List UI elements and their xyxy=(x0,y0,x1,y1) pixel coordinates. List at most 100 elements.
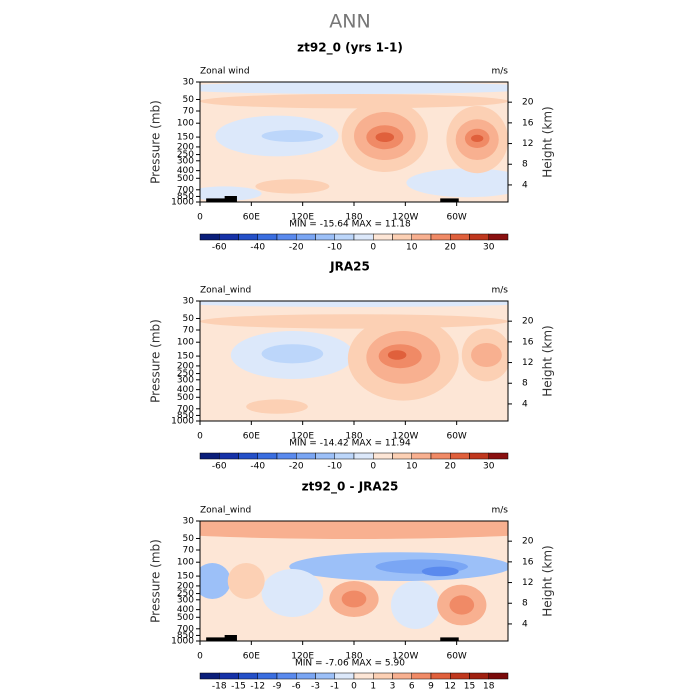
x-tick-label: 60E xyxy=(243,432,260,442)
colorbar-box xyxy=(315,672,335,680)
colorbar-label: -6 xyxy=(292,682,301,692)
y-tick-label: 70 xyxy=(183,325,195,335)
contour-region xyxy=(246,399,308,414)
colorbar-label: -3 xyxy=(311,682,320,692)
contour-region xyxy=(255,179,330,194)
colorbar-label: -15 xyxy=(231,682,246,692)
colorbar-box xyxy=(373,233,393,241)
colorbar-box xyxy=(276,233,297,241)
y-tick-label: 250 xyxy=(177,589,194,599)
colorbar-box xyxy=(199,233,220,241)
y-tick-label: 400 xyxy=(177,166,194,176)
colorbar-box xyxy=(296,452,316,460)
contour-region xyxy=(449,595,475,615)
x-tick-label: 120E xyxy=(291,432,314,442)
y-tick-label: 200 xyxy=(177,581,194,591)
y-axis-title: Pressure (mb) xyxy=(149,100,163,184)
y-tick-label: 500 xyxy=(177,393,194,403)
y2-tick-label: 12 xyxy=(522,139,533,149)
field-label: Zonal wind xyxy=(200,67,250,77)
contour-region xyxy=(200,301,508,307)
y-tick-label: 30 xyxy=(183,517,195,527)
panel-title: zt92_0 - JRA25 xyxy=(302,480,399,495)
x-tick-label: 60W xyxy=(446,432,466,442)
contour-field xyxy=(200,521,508,641)
colorbar-label: -20 xyxy=(289,462,304,472)
y-tick-label: 50 xyxy=(183,314,195,324)
y2-tick-label: 8 xyxy=(522,599,528,609)
colorbar-box xyxy=(257,672,278,680)
colorbar-box xyxy=(199,452,220,460)
field-label: Zonal_wind xyxy=(200,506,251,516)
contour-region xyxy=(375,132,395,142)
colorbar-label: 12 xyxy=(445,682,456,692)
y-tick-label: 300 xyxy=(177,595,194,605)
colorbar-label: 18 xyxy=(483,682,495,692)
y-tick-label: 100 xyxy=(177,119,194,129)
x-tick-label: 60E xyxy=(243,213,260,223)
contour-region xyxy=(200,186,262,201)
colorbar-box xyxy=(373,672,393,680)
x-tick-label: 180 xyxy=(345,432,362,442)
colorbar-box xyxy=(219,452,239,460)
y-tick-label: 150 xyxy=(177,133,194,143)
contour-region xyxy=(387,350,407,360)
contour-region xyxy=(200,521,508,539)
colorbar-label: -10 xyxy=(327,462,342,472)
colorbar-label: 0 xyxy=(370,243,376,253)
topography xyxy=(440,637,459,641)
contour-region xyxy=(261,130,324,142)
y-tick-label: 700 xyxy=(177,404,194,414)
colorbar-box xyxy=(257,233,278,241)
colorbar-box xyxy=(450,672,470,680)
colorbar-label: 15 xyxy=(464,682,475,692)
colorbar-box xyxy=(353,452,374,460)
colorbar-box xyxy=(334,672,355,680)
contour-region xyxy=(406,168,508,198)
x-tick-label: 120W xyxy=(392,652,418,662)
colorbar-label: 6 xyxy=(409,682,415,692)
y-tick-label: 300 xyxy=(177,156,194,166)
y2-tick-label: 8 xyxy=(522,160,528,170)
contour-region xyxy=(261,344,324,364)
colorbar-label: 0 xyxy=(370,462,376,472)
colorbar-box xyxy=(315,452,335,460)
colorbar-box xyxy=(450,452,470,460)
colorbar-label: 20 xyxy=(445,462,457,472)
y-tick-label: 850 xyxy=(177,411,194,421)
y2-axis-title: Height (km) xyxy=(541,545,555,616)
colorbar-box xyxy=(430,672,451,680)
y-tick-label: 1000 xyxy=(171,417,194,427)
panel-title: JRA25 xyxy=(329,260,370,274)
y2-tick-label: 20 xyxy=(522,98,534,108)
colorbar-label: -60 xyxy=(212,462,227,472)
y-tick-label: 250 xyxy=(177,150,194,160)
y-tick-label: 300 xyxy=(177,375,194,385)
colorbar-box xyxy=(276,672,297,680)
colorbar-box xyxy=(411,452,432,460)
y-tick-label: 30 xyxy=(183,297,195,307)
topography xyxy=(440,198,459,202)
contour-field xyxy=(200,301,508,421)
y-tick-label: 150 xyxy=(177,572,194,582)
x-tick-label: 0 xyxy=(197,652,203,662)
y2-tick-label: 12 xyxy=(522,358,533,368)
colorbar-label: 0 xyxy=(351,682,357,692)
colorbar-box xyxy=(219,233,239,241)
colorbar-box xyxy=(450,233,470,241)
colorbar-box xyxy=(296,672,316,680)
contour-region xyxy=(390,581,441,629)
units-label: m/s xyxy=(492,67,509,77)
y2-tick-label: 4 xyxy=(522,399,528,409)
contour-region xyxy=(261,569,324,617)
colorbar-box xyxy=(219,672,239,680)
colorbar-box xyxy=(315,233,335,241)
topography xyxy=(224,635,237,641)
colorbar-label: 1 xyxy=(370,682,376,692)
y2-tick-label: 4 xyxy=(522,180,528,190)
y2-tick-label: 16 xyxy=(522,557,534,567)
contour-region xyxy=(421,566,459,577)
contour-region xyxy=(200,314,508,329)
colorbar-box xyxy=(276,452,297,460)
